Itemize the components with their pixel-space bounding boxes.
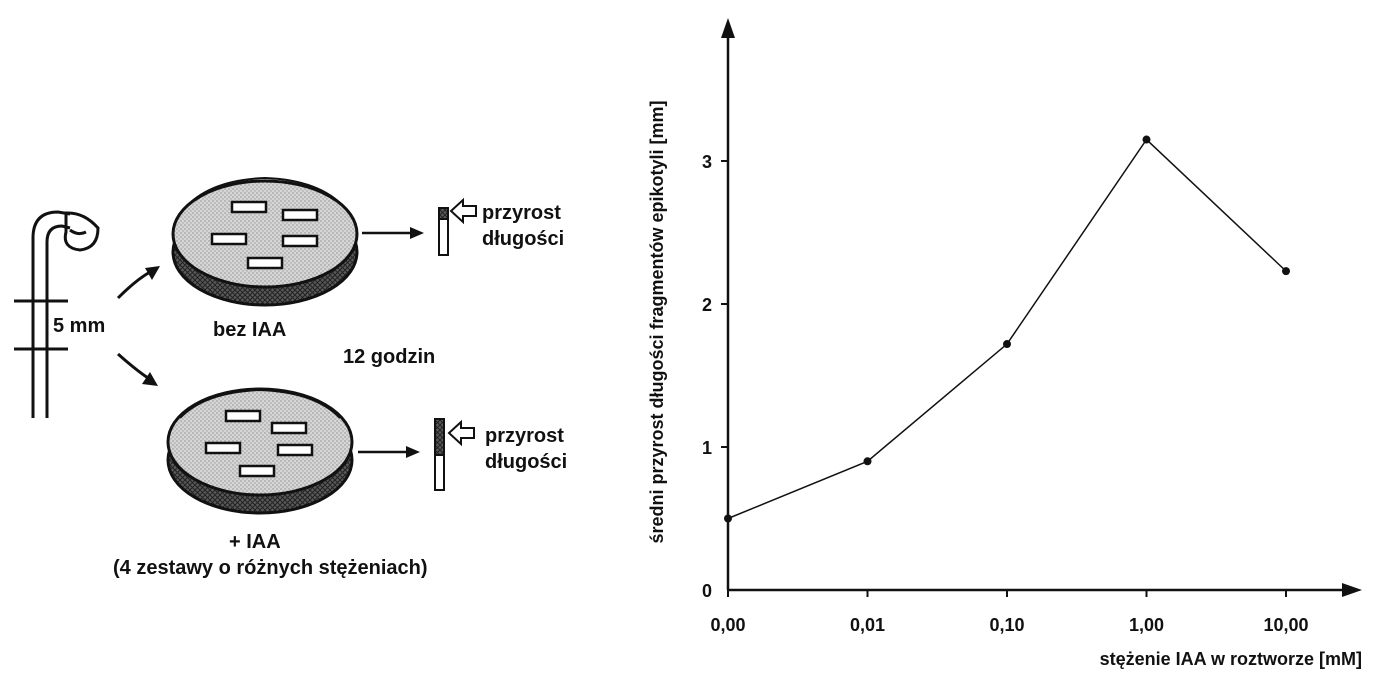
petri-dish-iaa xyxy=(166,387,354,515)
segment-control-result xyxy=(438,207,449,256)
data-point xyxy=(863,457,872,466)
y-tick-label: 3 xyxy=(702,152,712,172)
y-axis-arrowhead xyxy=(721,18,735,38)
x-tick-label: 10,00 xyxy=(1263,615,1308,635)
y-tick-label: 0 xyxy=(702,581,712,601)
data-point xyxy=(1003,340,1011,349)
data-point xyxy=(1142,135,1151,144)
growth-label-iaa-line1: przyrost xyxy=(485,425,564,447)
iaa-dish-sublabel: (4 zestawy o różnych stężeniach) xyxy=(113,557,428,579)
iaa-dish-label: + IAA xyxy=(229,531,281,553)
petri-dish-control xyxy=(171,176,359,307)
hollow-arrow-icon xyxy=(449,197,477,225)
x-tick-label: 0,00 xyxy=(710,615,745,635)
x-tick-label: 1,00 xyxy=(1129,615,1164,635)
control-dish-label: bez IAA xyxy=(213,319,286,341)
y-axis-label: średni przyrost długości fragmentów epik… xyxy=(647,100,667,543)
y-tick-label: 1 xyxy=(702,438,712,458)
hollow-arrow-icon xyxy=(447,419,475,447)
series-line xyxy=(727,138,1287,520)
arrow-to-control-dish xyxy=(116,266,160,300)
duration-label: 12 godzin xyxy=(343,346,435,368)
growth-label-iaa-line2: długości xyxy=(485,451,567,473)
arrow-to-iaa-dish xyxy=(117,352,158,386)
seedling-illustration xyxy=(14,210,100,418)
arrow-control-result xyxy=(362,227,424,239)
x-tick-label: 0,10 xyxy=(989,615,1024,635)
data-point xyxy=(1282,267,1290,276)
growth-label-control-line2: długości xyxy=(482,228,564,250)
x-axis-arrowhead xyxy=(1342,583,1362,597)
arrow-iaa-result xyxy=(358,446,420,458)
growth-label-control-line1: przyrost xyxy=(482,202,561,224)
x-axis-label: stężenie IAA w roztworze [mM] xyxy=(1100,649,1362,669)
segment-iaa-result xyxy=(434,418,445,491)
line-chart: 0 1 2 3 0,00 0,01 0,10 1,00 10,00 średni przyro… xyxy=(647,18,1362,669)
x-tick-label: 0,01 xyxy=(850,615,885,635)
data-point xyxy=(724,514,732,523)
y-tick-label: 2 xyxy=(702,295,712,315)
segment-length-label: 5 mm xyxy=(53,315,105,337)
